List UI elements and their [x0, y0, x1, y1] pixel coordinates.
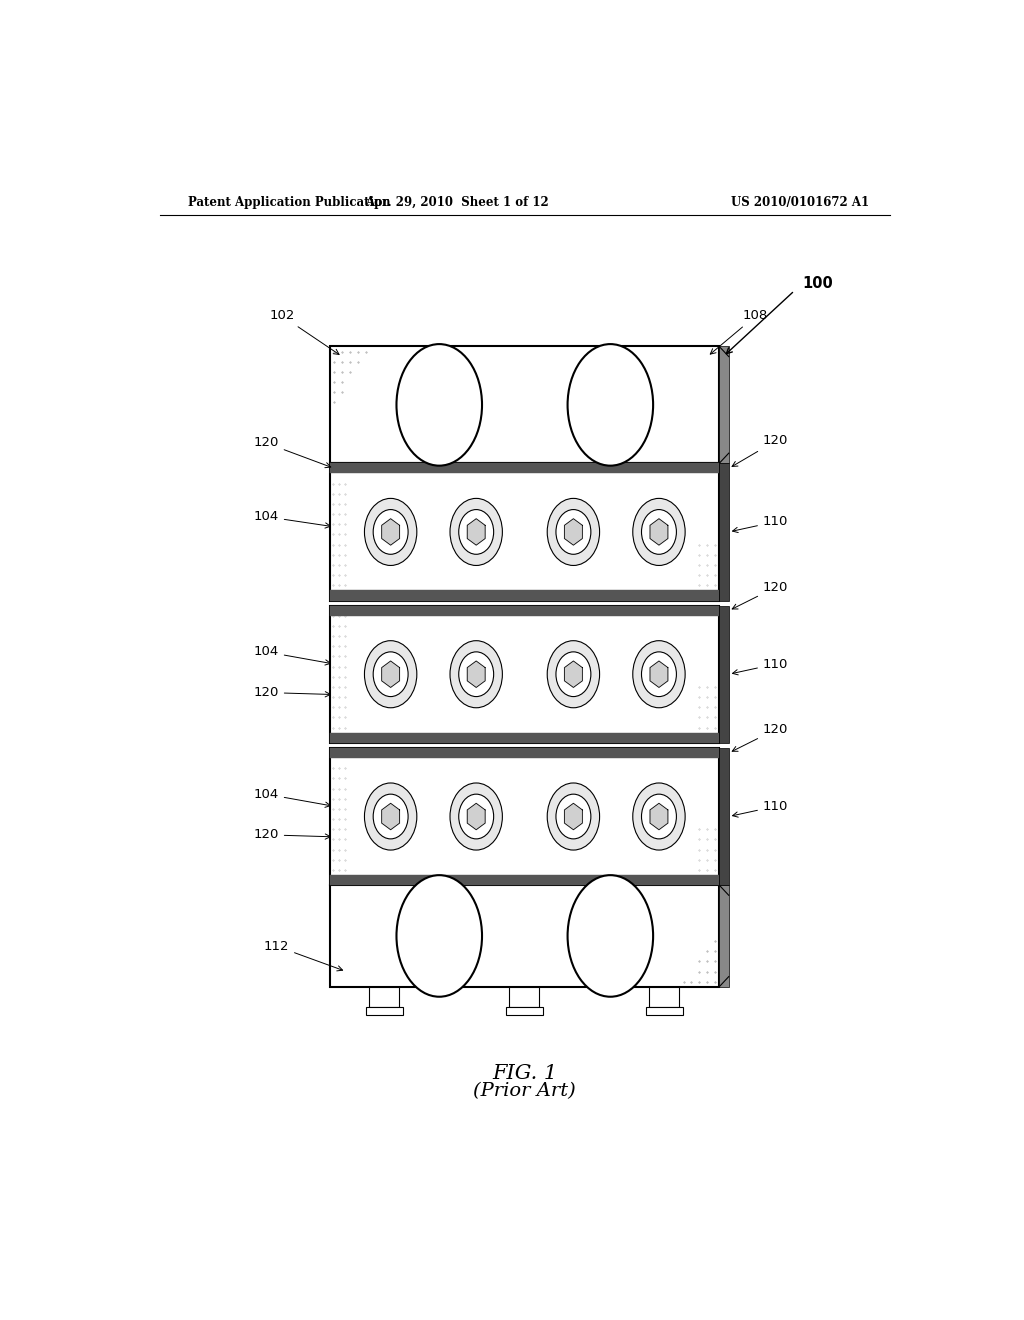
Bar — [367, 1007, 402, 1015]
Text: 104: 104 — [254, 788, 331, 808]
Ellipse shape — [365, 640, 417, 708]
Bar — [719, 748, 729, 886]
Polygon shape — [467, 519, 485, 545]
Text: FIG. 1: FIG. 1 — [493, 1064, 557, 1082]
Polygon shape — [564, 661, 583, 688]
Text: 120: 120 — [253, 829, 331, 841]
Ellipse shape — [450, 499, 503, 565]
Bar — [331, 606, 719, 615]
Ellipse shape — [365, 499, 417, 565]
Polygon shape — [650, 661, 668, 688]
Text: 120: 120 — [253, 437, 331, 467]
Polygon shape — [382, 804, 399, 830]
Ellipse shape — [547, 783, 600, 850]
Ellipse shape — [556, 510, 591, 554]
Ellipse shape — [373, 795, 409, 840]
Text: Apr. 29, 2010  Sheet 1 of 12: Apr. 29, 2010 Sheet 1 of 12 — [366, 195, 549, 209]
Bar — [649, 987, 679, 1007]
Text: 104: 104 — [254, 645, 331, 665]
Ellipse shape — [567, 875, 653, 997]
Ellipse shape — [450, 783, 503, 850]
Text: 110: 110 — [732, 800, 788, 817]
Polygon shape — [650, 519, 668, 545]
Text: 104: 104 — [254, 511, 331, 528]
Ellipse shape — [373, 652, 409, 697]
Bar — [719, 346, 729, 463]
Text: 120: 120 — [732, 581, 788, 609]
Text: 108: 108 — [711, 309, 768, 354]
Bar — [331, 346, 719, 463]
Ellipse shape — [633, 499, 685, 565]
Ellipse shape — [459, 510, 494, 554]
Bar — [646, 1007, 683, 1015]
Text: 120: 120 — [732, 434, 788, 466]
Polygon shape — [650, 804, 668, 830]
Ellipse shape — [450, 640, 503, 708]
Bar — [331, 463, 719, 601]
Text: 120: 120 — [253, 686, 331, 700]
Bar — [331, 463, 719, 474]
Ellipse shape — [459, 652, 494, 697]
Text: (Prior Art): (Prior Art) — [473, 1082, 577, 1101]
Bar — [331, 748, 719, 758]
Ellipse shape — [365, 783, 417, 850]
Polygon shape — [382, 661, 399, 688]
Bar — [331, 875, 719, 886]
Ellipse shape — [547, 640, 600, 708]
Text: 112: 112 — [263, 940, 343, 972]
Polygon shape — [382, 519, 399, 545]
Bar — [331, 748, 719, 886]
Text: Patent Application Publication: Patent Application Publication — [187, 195, 390, 209]
Text: 120: 120 — [732, 723, 788, 751]
Text: US 2010/0101672 A1: US 2010/0101672 A1 — [731, 195, 869, 209]
Text: 110: 110 — [732, 515, 788, 532]
Polygon shape — [467, 661, 485, 688]
Bar — [370, 987, 399, 1007]
Ellipse shape — [633, 783, 685, 850]
Ellipse shape — [556, 795, 591, 840]
Ellipse shape — [567, 345, 653, 466]
Bar — [719, 463, 729, 601]
Ellipse shape — [459, 795, 494, 840]
Bar — [331, 590, 719, 601]
Text: 100: 100 — [803, 276, 834, 290]
Polygon shape — [467, 804, 485, 830]
Ellipse shape — [396, 345, 482, 466]
Bar — [719, 606, 729, 743]
Ellipse shape — [373, 510, 409, 554]
Bar — [331, 886, 719, 987]
Ellipse shape — [641, 652, 677, 697]
Ellipse shape — [641, 510, 677, 554]
Bar — [509, 987, 540, 1007]
Ellipse shape — [641, 795, 677, 840]
Bar — [331, 733, 719, 743]
Text: 110: 110 — [732, 657, 788, 675]
Polygon shape — [564, 519, 583, 545]
Polygon shape — [564, 804, 583, 830]
Ellipse shape — [556, 652, 591, 697]
Ellipse shape — [633, 640, 685, 708]
Ellipse shape — [547, 499, 600, 565]
Text: 102: 102 — [269, 309, 339, 355]
Bar — [331, 606, 719, 743]
Ellipse shape — [396, 875, 482, 997]
Bar — [719, 886, 729, 987]
Bar — [506, 1007, 543, 1015]
